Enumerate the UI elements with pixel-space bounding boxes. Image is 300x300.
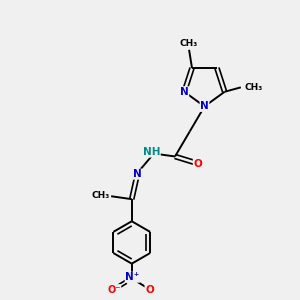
Text: O: O (193, 159, 202, 169)
Text: N: N (133, 169, 142, 179)
Text: CH₃: CH₃ (179, 39, 198, 48)
Text: N: N (200, 101, 209, 111)
Text: CH₃: CH₃ (244, 83, 262, 92)
Text: N: N (180, 87, 189, 97)
Text: N⁺: N⁺ (125, 272, 140, 282)
Text: N: N (128, 273, 136, 284)
Text: CH₃: CH₃ (92, 191, 110, 200)
Text: NH: NH (143, 147, 160, 157)
Text: O⁻: O⁻ (107, 285, 121, 295)
Text: O: O (145, 285, 154, 295)
